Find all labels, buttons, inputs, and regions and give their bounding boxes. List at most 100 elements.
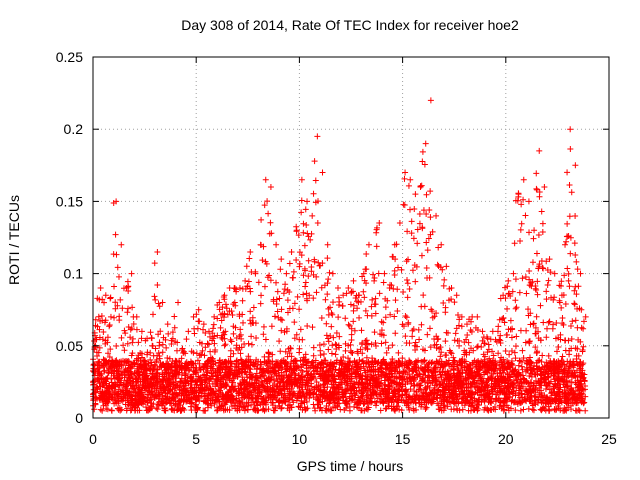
data-point — [300, 354, 307, 361]
data-point — [171, 313, 178, 320]
data-point — [374, 395, 381, 402]
data-point — [188, 407, 195, 414]
data-point — [262, 336, 269, 343]
data-point — [488, 374, 495, 381]
data-point — [207, 375, 214, 382]
data-point — [96, 378, 103, 385]
data-point — [463, 336, 470, 343]
data-point — [191, 330, 198, 337]
data-point — [526, 276, 533, 283]
data-point — [280, 290, 287, 297]
data-point — [230, 350, 237, 357]
data-point — [309, 212, 316, 219]
data-point — [259, 406, 266, 413]
data-point — [320, 341, 327, 348]
data-point — [378, 327, 385, 334]
data-point — [240, 319, 247, 326]
data-point — [207, 400, 214, 407]
data-point — [168, 340, 175, 347]
data-point — [298, 373, 305, 380]
data-point — [296, 306, 303, 313]
data-point — [442, 338, 449, 345]
data-point — [247, 356, 254, 363]
data-point — [239, 297, 246, 304]
data-point — [530, 235, 537, 242]
data-point — [423, 264, 430, 271]
data-point — [221, 369, 228, 376]
data-point — [110, 199, 117, 206]
data-point — [113, 343, 120, 350]
data-point — [123, 407, 130, 414]
data-point — [518, 363, 525, 370]
data-point — [512, 391, 519, 398]
data-point — [289, 274, 296, 281]
data-point — [116, 404, 123, 411]
data-point — [416, 336, 423, 343]
data-point — [310, 295, 317, 302]
data-point — [302, 279, 309, 286]
data-point — [277, 348, 284, 355]
data-point — [267, 219, 274, 226]
data-point — [425, 360, 432, 367]
data-point — [170, 394, 177, 401]
data-point — [175, 299, 182, 306]
data-point — [424, 247, 431, 254]
data-point — [112, 299, 119, 306]
data-point — [422, 406, 429, 413]
data-point — [299, 336, 306, 343]
data-point — [572, 162, 579, 169]
data-point — [260, 331, 267, 338]
data-point — [515, 190, 522, 197]
data-point — [154, 406, 161, 413]
data-point — [548, 390, 555, 397]
data-point — [311, 158, 318, 165]
data-point — [522, 274, 529, 281]
data-point — [265, 210, 272, 217]
data-point — [267, 277, 274, 284]
data-point — [426, 206, 433, 213]
data-point — [190, 313, 197, 320]
data-point — [154, 248, 161, 255]
data-point — [159, 381, 166, 388]
data-point — [333, 395, 340, 402]
data-point — [198, 340, 205, 347]
data-point — [233, 345, 240, 352]
data-point — [297, 326, 304, 333]
data-point — [568, 335, 575, 342]
data-point — [247, 374, 254, 381]
data-point — [508, 347, 515, 354]
data-point — [373, 402, 380, 409]
data-point — [131, 407, 138, 414]
data-point — [441, 377, 448, 384]
data-point — [284, 287, 291, 294]
data-point — [147, 329, 154, 336]
data-point — [294, 293, 301, 300]
data-point — [179, 345, 186, 352]
data-point — [382, 314, 389, 321]
data-point — [335, 314, 342, 321]
data-point — [572, 213, 579, 220]
data-point — [437, 353, 444, 360]
data-point — [342, 347, 349, 354]
data-point — [316, 341, 323, 348]
data-point — [323, 320, 330, 327]
data-point — [202, 392, 209, 399]
data-point — [573, 291, 580, 298]
data-point — [490, 370, 497, 377]
data-point — [265, 349, 272, 356]
data-point — [185, 394, 192, 401]
data-point — [533, 170, 540, 177]
data-point — [243, 400, 250, 407]
data-point — [156, 303, 163, 310]
data-point — [423, 211, 430, 218]
data-point — [459, 406, 466, 413]
data-point — [496, 370, 503, 377]
data-point — [317, 404, 324, 411]
data-point — [329, 270, 336, 277]
data-point — [278, 306, 285, 313]
data-point — [359, 273, 366, 280]
data-point — [547, 378, 554, 385]
data-point — [260, 405, 267, 412]
data-point — [490, 358, 497, 365]
data-point — [411, 262, 418, 269]
